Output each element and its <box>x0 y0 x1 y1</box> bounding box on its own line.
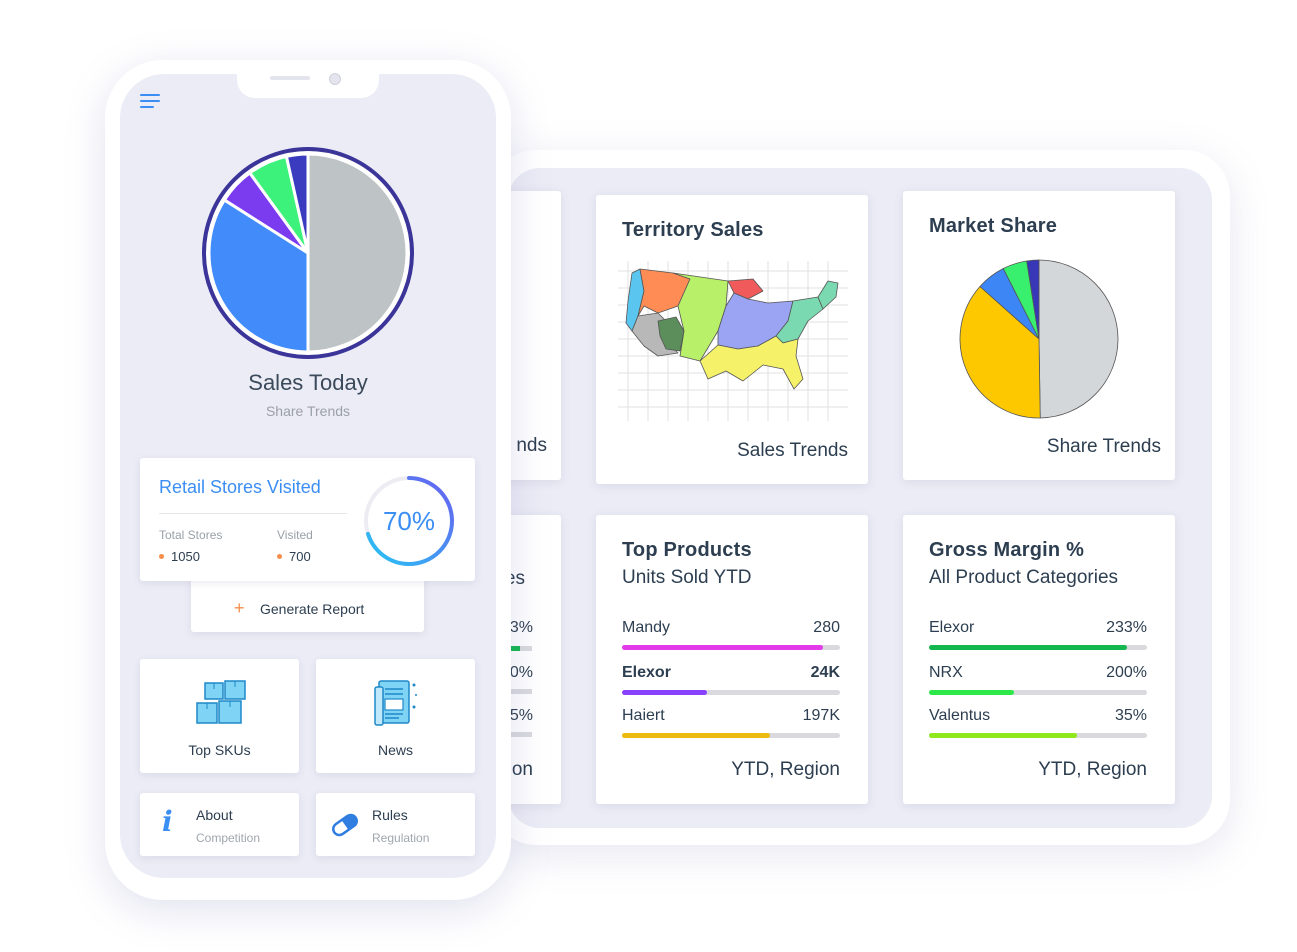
progress-fill <box>929 645 1128 650</box>
top-products-subtitle: Units Sold YTD <box>622 567 752 588</box>
generate-report-label: Generate Report <box>260 601 365 617</box>
market-share-card[interactable]: Market Share Share Trends <box>903 191 1175 480</box>
visited-label: Visited <box>277 528 313 542</box>
total-stores-label: Total Stores <box>159 528 223 542</box>
news-label: News <box>377 742 413 758</box>
margin-value: 35% <box>1114 707 1147 724</box>
about-subtitle: Competition <box>196 831 261 845</box>
partial-card-bottom-footer: on <box>511 759 533 780</box>
pie-slice-navy <box>1026 259 1040 340</box>
gross-margin-subtitle: All Product Categories <box>929 567 1119 588</box>
news-tile[interactable]: News <box>316 659 475 773</box>
top-skus-tile[interactable]: Top SKUs <box>140 659 299 773</box>
top-skus-label: Top SKUs <box>188 742 251 758</box>
top-products-title: Top Products <box>622 539 752 561</box>
about-title: About <box>196 807 233 823</box>
partial-card-top-footer: nds <box>516 435 547 456</box>
product-value: 280 <box>813 619 840 636</box>
sales-today-pie-chart <box>202 147 414 359</box>
retail-stores-title: Retail Stores Visited <box>159 477 321 497</box>
progress-fill <box>929 690 1015 695</box>
market-share-title: Market Share <box>929 215 1058 237</box>
about-competition-link[interactable]: i About Competition <box>140 793 299 856</box>
territory-sales-footer: Sales Trends <box>737 440 848 461</box>
progress-track <box>622 733 840 738</box>
gross-margin-footer: YTD, Region <box>1038 759 1147 780</box>
progress-track <box>929 733 1147 738</box>
product-value: 197K <box>802 707 840 724</box>
market-share-pie-chart <box>959 259 1119 419</box>
margin-value: 233% <box>1106 619 1147 636</box>
pie-slice-yellow <box>959 286 1041 419</box>
rules-title: Rules <box>372 807 408 823</box>
progress-track <box>929 690 1147 695</box>
visited-progress-ring <box>364 476 454 566</box>
retail-stores-card[interactable]: Retail Stores Visited Total Stores 1050 … <box>140 458 475 581</box>
bullet-dot <box>159 554 164 559</box>
market-share-footer: Share Trends <box>1046 436 1161 457</box>
visited-value: 700 <box>289 549 311 564</box>
product-label: Haiert <box>622 707 665 724</box>
partial-bar-3 <box>500 732 532 737</box>
info-icon: i <box>162 805 173 838</box>
progress-fill <box>622 645 823 650</box>
front-camera <box>329 73 341 85</box>
progress-fill <box>622 690 708 695</box>
territory-sales-title: Territory Sales <box>622 219 764 241</box>
pie-slice-grey <box>306 152 409 354</box>
gross-margin-title: Gross Margin % <box>929 539 1085 561</box>
pie-slice-grey <box>1038 259 1119 419</box>
total-stores-value: 1050 <box>171 549 200 564</box>
divider <box>159 513 347 514</box>
margin-label: Elexor <box>929 619 975 636</box>
hamburger-menu-icon[interactable] <box>140 92 160 110</box>
sales-today-subtitle: Share Trends <box>265 403 351 419</box>
product-label: Elexor <box>622 664 671 681</box>
bullet-dot <box>277 554 282 559</box>
partial-bar-2 <box>500 689 532 694</box>
territory-sales-card[interactable]: Territory Sales Sales Trends <box>596 195 868 484</box>
progress-fill <box>622 733 771 738</box>
margin-label: Valentus <box>929 707 991 724</box>
pie-slice-navy <box>284 152 310 255</box>
product-value: 24K <box>810 664 840 681</box>
margin-label: NRX <box>929 664 963 681</box>
phone-notch <box>237 70 379 98</box>
progress-track <box>622 690 840 695</box>
visited-percent: 70% <box>382 506 436 536</box>
margin-value: 200% <box>1106 664 1147 681</box>
progress-track <box>622 645 840 650</box>
top-products-footer: YTD, Region <box>731 759 840 780</box>
plus-icon: + <box>234 598 245 618</box>
boxes-icon <box>196 680 246 724</box>
newspaper-icon <box>374 680 417 726</box>
rules-regulation-link[interactable]: Rules Regulation <box>316 793 475 856</box>
top-products-card[interactable]: Top Products Units Sold YTD Mandy 280 El… <box>596 515 868 804</box>
progress-track <box>929 645 1147 650</box>
rules-subtitle: Regulation <box>372 831 430 845</box>
sales-today-title: Sales Today <box>248 370 368 395</box>
gross-margin-card[interactable]: Gross Margin % All Product Categories El… <box>903 515 1175 804</box>
speaker-grille <box>270 76 310 80</box>
pill-icon <box>332 813 358 837</box>
progress-fill <box>929 733 1078 738</box>
product-label: Mandy <box>622 619 671 636</box>
us-map-icon <box>618 261 848 421</box>
